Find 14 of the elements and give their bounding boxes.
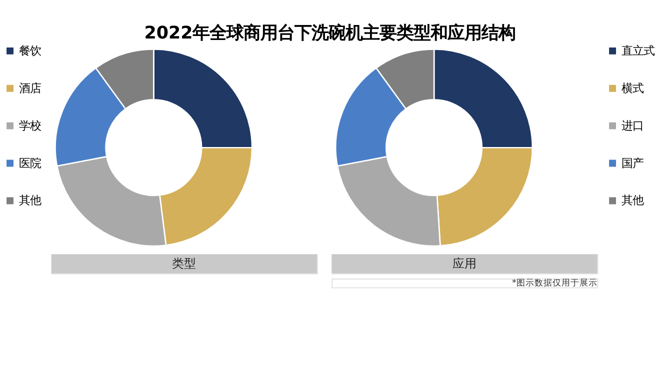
text: 类型 [172,256,196,270]
text: *图示数据仅用于展示 [512,278,598,289]
legend-label: 直立式 [622,44,655,58]
legend-label: 国产 [622,156,644,170]
text: 2022年全球商用台下洗碗机主要类型和应用结构 [144,23,516,44]
legend-label: 医院 [19,156,42,170]
legend-label: 餐饮 [19,44,42,58]
legend-label: 酒店 [19,82,42,95]
text: 应用 [452,256,477,270]
legend-label: 横式 [622,82,644,95]
legend-label: 其他 [19,194,42,208]
legend-label: 进口 [622,119,644,132]
legend-label: 其他 [622,194,644,208]
legend-label: 学校 [19,119,42,132]
